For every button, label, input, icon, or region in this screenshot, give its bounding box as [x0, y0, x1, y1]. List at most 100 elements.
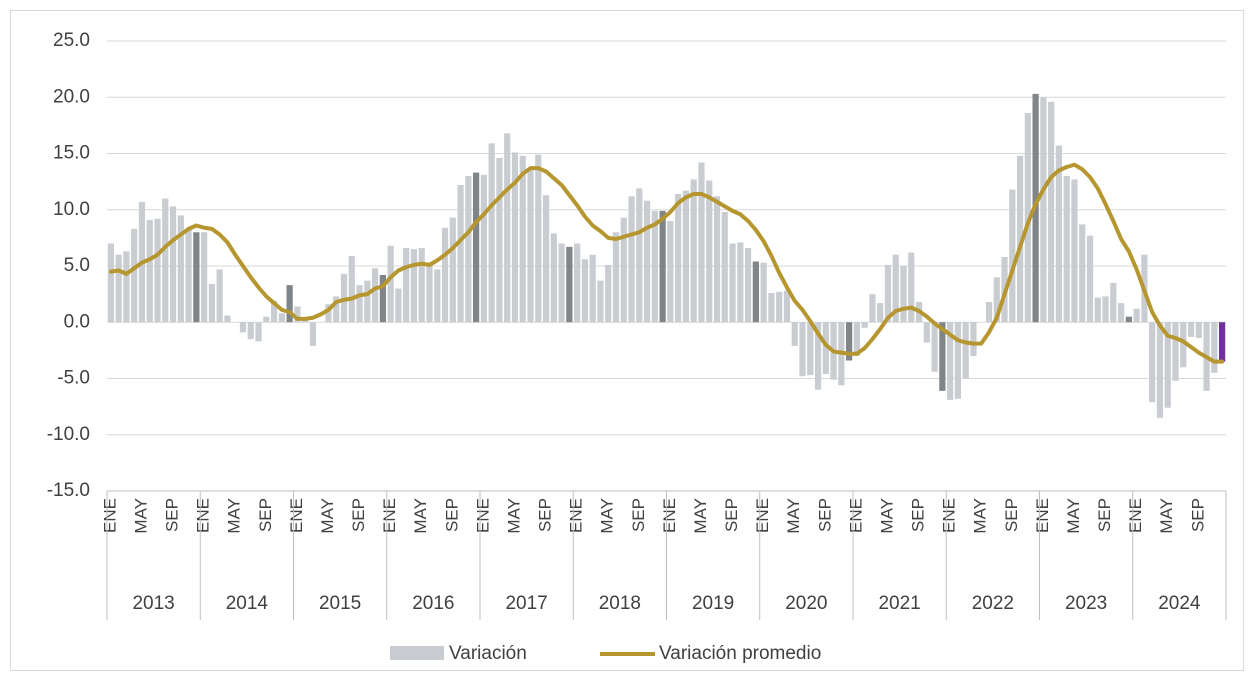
- bar: [270, 300, 278, 323]
- bar: [333, 296, 340, 323]
- bar: [589, 254, 596, 323]
- bar: [488, 143, 495, 323]
- bar: [1055, 145, 1063, 323]
- x-tick-label: ENE: [1033, 498, 1052, 533]
- bar: [1149, 322, 1156, 403]
- x-tick-label: MAY: [877, 498, 896, 534]
- bar: [1211, 322, 1218, 373]
- bar: [1187, 322, 1195, 337]
- x-tick-label: SEP: [1188, 498, 1207, 532]
- bar: [846, 322, 853, 361]
- bar: [861, 322, 868, 328]
- bar: [612, 232, 620, 323]
- bar: [791, 322, 798, 346]
- bar: [651, 210, 658, 323]
- bar: [783, 290, 791, 323]
- chart-frame: [10, 10, 1244, 671]
- bar: [643, 200, 651, 323]
- bar: [1009, 189, 1016, 323]
- legend-swatch: [390, 646, 444, 660]
- bar: [558, 243, 565, 323]
- x-tick-label: MAY: [504, 498, 523, 534]
- bar: [239, 322, 247, 333]
- bar: [542, 195, 550, 323]
- bar: [597, 280, 604, 323]
- bar: [1048, 101, 1055, 323]
- bar: [504, 133, 511, 323]
- x-tick-label: SEP: [163, 498, 182, 532]
- bar: [185, 228, 192, 323]
- bar: [939, 322, 946, 391]
- group-label: 2018: [599, 593, 641, 614]
- bar: [379, 275, 386, 323]
- bar: [1102, 296, 1109, 323]
- x-tick-label: MAY: [225, 498, 244, 534]
- y-tick-label: 10.0: [53, 199, 90, 220]
- bar: [146, 219, 153, 323]
- bar: [286, 285, 293, 323]
- x-tick-label: ENE: [380, 498, 399, 533]
- bar: [566, 246, 573, 323]
- bar: [123, 251, 130, 323]
- bar: [201, 232, 208, 323]
- group-label: 2016: [412, 593, 454, 614]
- group-label: 2024: [1158, 593, 1201, 614]
- x-tick-label: MAY: [598, 498, 617, 534]
- bar: [371, 268, 379, 323]
- x-tick-label: SEP: [1095, 498, 1114, 532]
- legend-label: Variación promedio: [659, 643, 821, 664]
- bar: [255, 322, 262, 342]
- bar: [410, 249, 418, 323]
- x-tick-label: SEP: [536, 498, 555, 532]
- bar: [1195, 322, 1202, 338]
- bar: [908, 252, 915, 323]
- bar: [667, 221, 674, 323]
- x-tick-label: ENE: [940, 498, 959, 533]
- bar: [154, 218, 161, 323]
- y-tick-label: 0.0: [64, 311, 90, 332]
- legend-label: Variación: [449, 643, 527, 664]
- bar: [1219, 322, 1226, 362]
- bar: [628, 196, 635, 323]
- bar: [131, 228, 138, 323]
- group-label: 2017: [505, 593, 547, 614]
- bar: [729, 243, 736, 323]
- bar: [581, 259, 589, 323]
- bar: [776, 291, 783, 323]
- bar: [177, 215, 184, 323]
- x-tick-label: ENE: [1126, 498, 1145, 533]
- bar: [713, 196, 721, 323]
- x-tick-label: ENE: [567, 498, 586, 533]
- bar: [441, 227, 449, 323]
- bar: [224, 315, 231, 323]
- bar: [418, 248, 425, 323]
- bar: [519, 155, 526, 323]
- x-tick-label: SEP: [909, 498, 928, 532]
- bar: [449, 217, 456, 323]
- x-tick-label: MAY: [131, 498, 150, 534]
- x-tick-label: MAY: [971, 498, 990, 534]
- bar: [869, 294, 876, 323]
- bar: [387, 245, 394, 323]
- bar: [473, 172, 480, 323]
- bar: [162, 198, 169, 323]
- x-tick-label: MAY: [691, 498, 710, 534]
- bar: [527, 169, 534, 323]
- y-tick-label: 5.0: [64, 255, 90, 276]
- bar: [605, 264, 612, 323]
- bar: [1094, 297, 1101, 323]
- bar: [682, 190, 690, 323]
- x-tick-label: ENE: [100, 498, 119, 533]
- x-tick-label: SEP: [442, 498, 461, 532]
- bar: [985, 302, 993, 323]
- bar: [107, 243, 114, 323]
- bar: [814, 322, 822, 390]
- x-tick-label: ENE: [287, 498, 306, 533]
- bar: [216, 269, 223, 323]
- bar: [1016, 155, 1024, 323]
- x-tick-label: MAY: [784, 498, 803, 534]
- bar: [574, 243, 581, 323]
- x-tick-label: SEP: [629, 498, 648, 532]
- bar: [325, 304, 332, 323]
- bar: [822, 322, 829, 374]
